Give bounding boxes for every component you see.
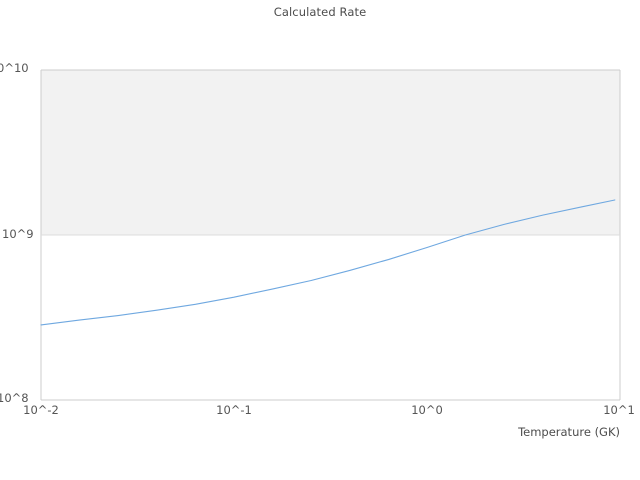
y-axis-tick-label: 0^10 — [0, 61, 29, 75]
y-axis-tick-label: 10^8 — [0, 391, 29, 405]
chart-title: Calculated Rate — [273, 5, 367, 19]
x-axis-tick-label: 10^1 — [603, 403, 635, 417]
x-axis-tick-label: 10^0 — [411, 403, 443, 417]
x-axis-label: Temperature (GK) — [518, 425, 620, 439]
shaded-band-region — [41, 70, 620, 235]
data-series-line — [40, 199, 616, 326]
x-axis-tick-label: 10^-2 — [23, 403, 59, 417]
y-axis-tick-label: 10^9 — [2, 227, 34, 241]
x-axis-tick-label: 10^-1 — [216, 403, 252, 417]
